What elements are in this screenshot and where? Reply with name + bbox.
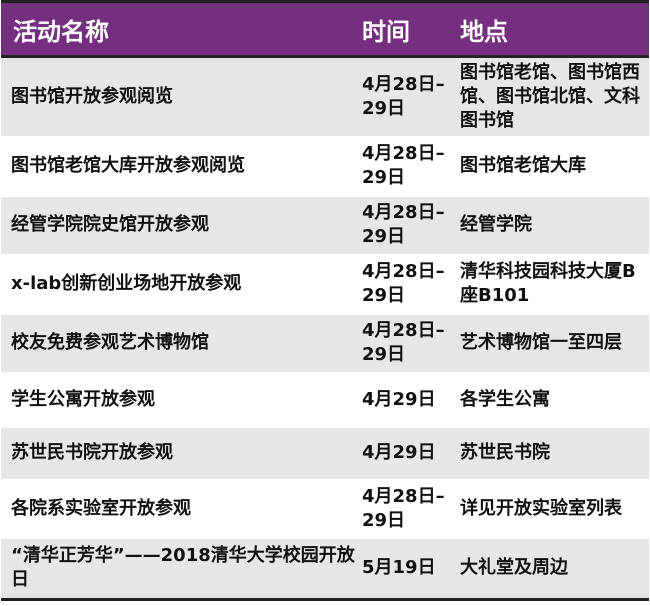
activity-cell: 图书馆开放参观阅览 xyxy=(1,55,356,137)
table-row: 学生公寓开放参观 4月29日 各学生公寓 xyxy=(1,371,649,427)
time-cell: 4月28日–29日 xyxy=(356,312,456,373)
activity-cell: x-lab创新创业场地开放参观 xyxy=(1,253,356,314)
time-cell: 4月28日–29日 xyxy=(356,253,456,314)
activity-cell: 学生公寓开放参观 xyxy=(1,371,356,427)
time-cell: 5月19日 xyxy=(356,536,456,600)
location-cell: 经管学院 xyxy=(456,194,649,255)
table-row: x-lab创新创业场地开放参观 4月28日–29日 清华科技园科技大厦B座B101 xyxy=(1,253,649,314)
header-row: 活动名称 时间 地点 xyxy=(1,1,649,58)
location-cell: 图书馆老馆大库 xyxy=(456,135,649,196)
activity-cell: 图书馆老馆大库开放参观阅览 xyxy=(1,135,356,196)
location-cell: 清华科技园科技大厦B座B101 xyxy=(456,253,649,314)
location-cell: 苏世民书院 xyxy=(456,425,649,480)
header-time: 时间 xyxy=(356,1,456,58)
activity-cell: 各院系实验室开放参观 xyxy=(1,478,356,538)
time-cell: 4月28日–29日 xyxy=(356,55,456,137)
location-cell: 各学生公寓 xyxy=(456,371,649,427)
time-cell: 4月29日 xyxy=(356,371,456,427)
table-row: 苏世民书院开放参观 4月29日 苏世民书院 xyxy=(1,425,649,480)
table-row: 校友免费参观艺术博物馆 4月28日–29日 艺术博物馆一至四层 xyxy=(1,312,649,373)
table-row: “清华正芳华”——2018清华大学校园开放日 5月19日 大礼堂及周边 xyxy=(1,536,649,600)
location-cell: 图书馆老馆、图书馆西馆、图书馆北馆、文科图书馆 xyxy=(456,55,649,137)
time-cell: 4月28日–29日 xyxy=(356,194,456,255)
activity-cell: 苏世民书院开放参观 xyxy=(1,425,356,480)
header-location: 地点 xyxy=(456,1,649,58)
table-row: 图书馆开放参观阅览 4月28日–29日 图书馆老馆、图书馆西馆、图书馆北馆、文科图书… xyxy=(1,55,649,137)
time-cell: 4月28日–29日 xyxy=(356,135,456,196)
activity-cell: 校友免费参观艺术博物馆 xyxy=(1,312,356,373)
time-cell: 4月29日 xyxy=(356,425,456,480)
location-cell: 艺术博物馆一至四层 xyxy=(456,312,649,373)
header-activity: 活动名称 xyxy=(1,1,356,58)
table-row: 各院系实验室开放参观 4月28日–29日 详见开放实验室列表 xyxy=(1,478,649,538)
table-row: 图书馆老馆大库开放参观阅览 4月28日–29日 图书馆老馆大库 xyxy=(1,135,649,196)
time-cell: 4月28日–29日 xyxy=(356,478,456,538)
location-cell: 详见开放实验室列表 xyxy=(456,478,649,538)
table-row: 经管学院院史馆开放参观 4月28日–29日 经管学院 xyxy=(1,194,649,255)
location-cell: 大礼堂及周边 xyxy=(456,536,649,600)
activity-cell: 经管学院院史馆开放参观 xyxy=(1,194,356,255)
activity-cell: “清华正芳华”——2018清华大学校园开放日 xyxy=(1,536,356,600)
